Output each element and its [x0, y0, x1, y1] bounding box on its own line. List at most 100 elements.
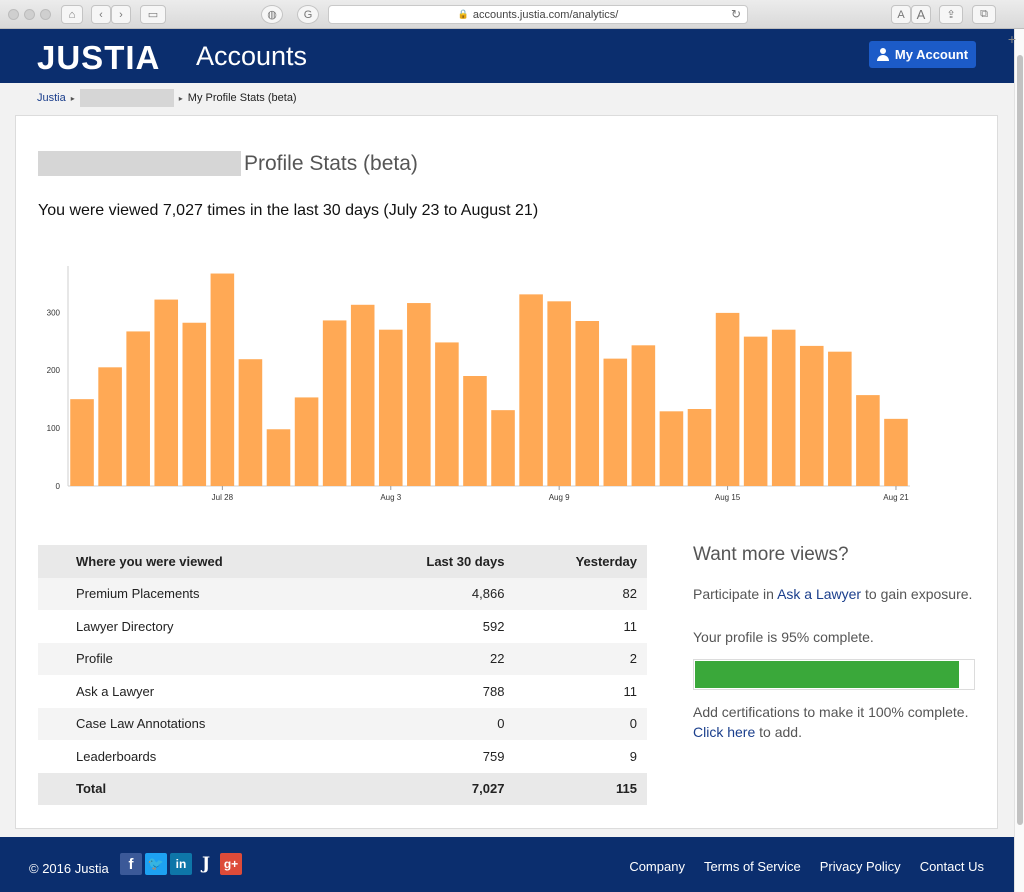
address-bar[interactable]: 🔒 accounts.justia.com/analytics/ ↻: [328, 5, 748, 24]
views-bar-chart: 0 100 200 300 Jul 28 Aug 3 Aug 9 Aug 15 Aug 21: [47, 266, 910, 502]
certifications-label: Add certifications to make it 100% compl…: [693, 704, 969, 720]
forward-icon[interactable]: ›: [111, 5, 131, 24]
chart-bar[interactable]: [575, 321, 600, 486]
views-table: Where you were viewed Last 30 days Yeste…: [38, 545, 647, 805]
justia-icon[interactable]: J: [201, 854, 211, 874]
url-text: accounts.justia.com/analytics/: [472, 8, 619, 21]
close-window-button[interactable]: [8, 9, 19, 20]
footer-link-privacy[interactable]: Privacy Policy: [819, 859, 901, 874]
browser-toolbar: ⌂ ‹ › ▭ ◍ G 🔒 accounts.justia.com/analyt…: [0, 0, 1024, 29]
chart-bar[interactable]: [743, 336, 768, 486]
chart-bar[interactable]: [884, 418, 908, 486]
certifications-text: Add certifications to make it 100% compl…: [693, 702, 983, 742]
my-account-button[interactable]: My Account: [869, 41, 976, 68]
chart-bar[interactable]: [715, 312, 740, 486]
new-tab-icon[interactable]: +: [1007, 31, 1017, 47]
grammarly-icon[interactable]: G: [297, 5, 319, 24]
my-account-label: My Account: [894, 47, 969, 62]
column-header: Last 30 days: [354, 545, 515, 578]
chart-bar[interactable]: [126, 331, 150, 486]
table-row: Case Law Annotations 0 0: [38, 707, 647, 740]
table-cell: 592: [482, 618, 505, 634]
table-cell: Case Law Annotations: [38, 707, 355, 740]
table-cell: 11: [623, 683, 638, 699]
justia-logo[interactable]: JUSTIA: [37, 39, 161, 76]
table-cell: 11: [623, 618, 638, 634]
ask-a-lawyer-link[interactable]: Ask a Lawyer: [777, 586, 862, 602]
redacted-name: [38, 151, 241, 176]
site-header: JUSTIA Accounts My Account: [0, 29, 1014, 83]
text-smaller-button[interactable]: A: [891, 5, 911, 24]
more-views-panel: Want more views? Participate in Ask a La…: [693, 544, 983, 742]
sidebar-icon[interactable]: ▭: [140, 5, 166, 24]
chart-bar[interactable]: [631, 345, 656, 486]
share-icon[interactable]: ⇪: [939, 5, 963, 24]
chart-bar[interactable]: [238, 359, 263, 486]
chart-bar[interactable]: [210, 273, 235, 486]
footer-link-terms[interactable]: Terms of Service: [703, 859, 801, 874]
table-cell: 115: [514, 772, 647, 805]
table-row: Lawyer Directory 592 11: [38, 610, 647, 643]
table-cell: 759: [482, 748, 505, 764]
footer-link-company[interactable]: Company: [629, 859, 685, 874]
footer-links: Company Terms of Service Privacy Policy …: [629, 859, 984, 874]
scrollbar-thumb[interactable]: [1017, 55, 1023, 825]
chart-bar[interactable]: [687, 409, 712, 486]
breadcrumb-home-link[interactable]: Justia: [37, 92, 66, 104]
table-cell: 82: [514, 577, 647, 610]
profile-progress-bar: [693, 659, 975, 690]
participate-suffix: to gain exposure.: [865, 586, 973, 602]
chart-bar[interactable]: [294, 397, 319, 486]
chart-bar[interactable]: [828, 351, 852, 486]
accounts-title: Accounts: [196, 41, 308, 71]
chart-bar[interactable]: [322, 320, 347, 486]
table-row: Ask a Lawyer 788 11: [38, 675, 647, 708]
chart-bar[interactable]: [407, 303, 431, 486]
zoom-window-button[interactable]: [40, 9, 51, 20]
redacted-breadcrumb: [79, 89, 174, 107]
chart-bar[interactable]: [463, 376, 487, 486]
facebook-icon[interactable]: f: [120, 853, 142, 875]
breadcrumb: Justia ▸ ▸ My Profile Stats (beta): [37, 89, 297, 107]
minimize-window-button[interactable]: [24, 9, 35, 20]
chart-bar[interactable]: [771, 329, 796, 486]
breadcrumb-current: My Profile Stats (beta): [187, 92, 297, 104]
text-larger-button[interactable]: A: [911, 5, 931, 24]
linkedin-icon[interactable]: in: [170, 853, 192, 875]
chart-bar[interactable]: [659, 411, 684, 486]
x-tick-label: Jul 28: [212, 493, 234, 502]
chart-bar[interactable]: [491, 410, 515, 486]
chart-bar[interactable]: [378, 329, 403, 486]
chart-bar[interactable]: [799, 345, 824, 486]
table-cell: Lawyer Directory: [76, 618, 174, 634]
y-tick-label: 300: [47, 308, 61, 317]
chart-bar[interactable]: [603, 358, 628, 486]
participate-prefix: Participate in: [693, 586, 774, 602]
google-plus-icon[interactable]: g+: [220, 853, 242, 875]
chart-bar[interactable]: [856, 395, 880, 486]
chart-bar[interactable]: [350, 304, 375, 486]
table-cell: Premium Placements: [38, 577, 355, 610]
x-tick-label: Aug 15: [715, 493, 741, 502]
more-views-heading: Want more views?: [693, 544, 849, 565]
chart-bar[interactable]: [519, 294, 543, 486]
chart-bar[interactable]: [98, 367, 122, 486]
reload-icon[interactable]: ↻: [730, 7, 741, 21]
home-icon[interactable]: ⌂: [61, 5, 83, 24]
site-footer: © 2016 Justia f 🐦 in J g+ Company Terms …: [0, 837, 1014, 892]
scrollbar[interactable]: [1014, 29, 1024, 892]
twitter-icon[interactable]: 🐦: [145, 853, 167, 875]
tabs-icon[interactable]: ⧉: [972, 5, 996, 24]
chart-bar[interactable]: [547, 301, 571, 486]
chart-bar[interactable]: [435, 342, 459, 486]
chart-bar[interactable]: [154, 299, 179, 486]
click-here-link[interactable]: Click here: [693, 724, 756, 740]
chart-bar[interactable]: [182, 322, 207, 486]
chart-bar[interactable]: [70, 399, 94, 486]
extension-icon[interactable]: ◍: [261, 5, 283, 24]
back-icon[interactable]: ‹: [91, 5, 111, 24]
chart-bar[interactable]: [266, 429, 291, 486]
table-row: Premium Placements 4,866 82: [38, 577, 647, 610]
table-row: Profile 22 2: [38, 642, 647, 675]
footer-link-contact[interactable]: Contact Us: [919, 859, 984, 874]
